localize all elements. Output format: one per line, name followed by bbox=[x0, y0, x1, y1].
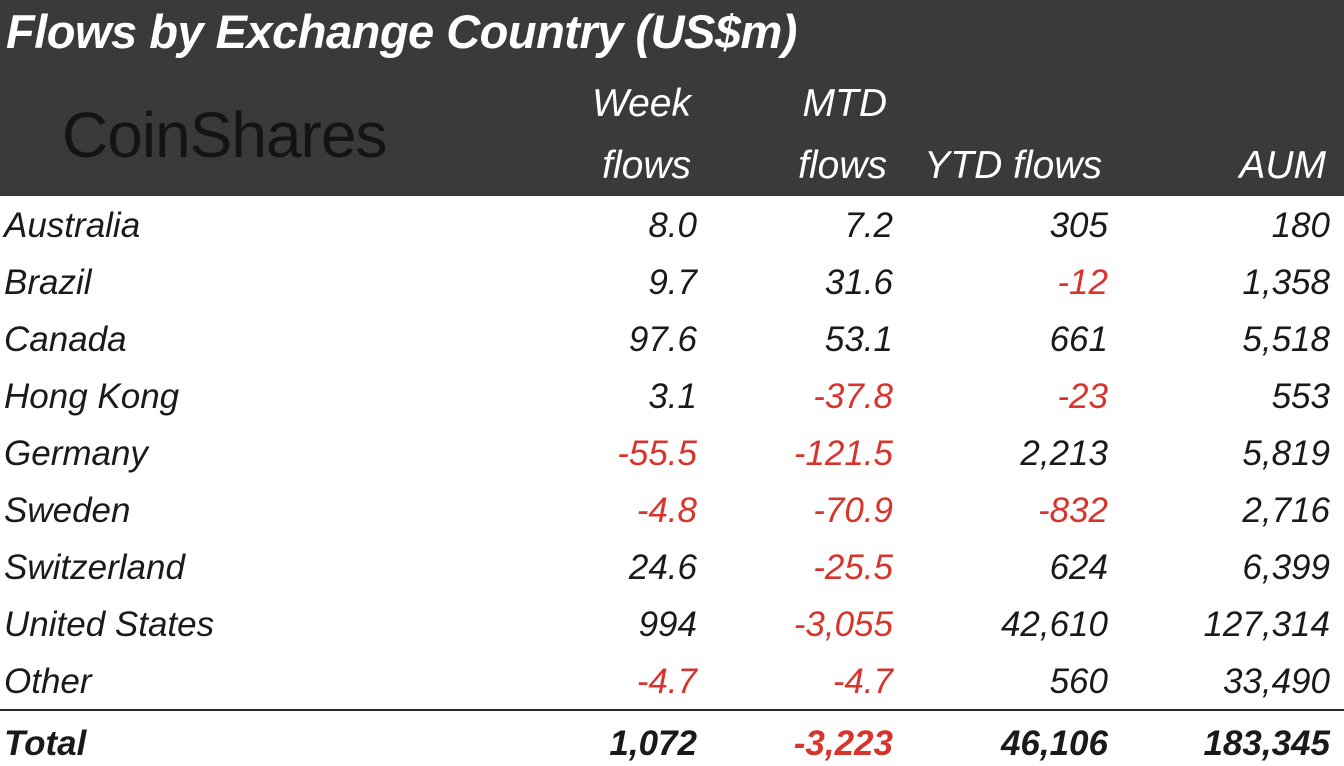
cell-week: -4.8 bbox=[636, 491, 697, 530]
country-label: Other bbox=[4, 662, 92, 701]
cell-ytd: 661 bbox=[1049, 320, 1108, 359]
column-header-week-line2: flows bbox=[602, 144, 691, 187]
total-label: Total bbox=[4, 724, 87, 763]
table-header: Flows by Exchange Country (US$m) CoinSha… bbox=[0, 0, 1344, 196]
cell-aum: 183,345 bbox=[1203, 724, 1330, 763]
cell-ytd: 46,106 bbox=[1000, 724, 1108, 763]
cell-week: 97.6 bbox=[628, 320, 697, 359]
country-label: Germany bbox=[4, 434, 148, 473]
country-label: Canada bbox=[4, 320, 127, 359]
country-label: United States bbox=[4, 605, 215, 644]
cell-ytd: -832 bbox=[1037, 491, 1108, 530]
cell-ytd: -12 bbox=[1057, 263, 1108, 302]
cell-week: 3.1 bbox=[648, 377, 697, 416]
cell-mtd: -25.5 bbox=[813, 548, 893, 587]
cell-aum: 5,518 bbox=[1242, 320, 1330, 359]
column-header-ytd-line2: YTD flows bbox=[924, 144, 1102, 187]
country-label: Hong Kong bbox=[4, 377, 180, 416]
cell-week: 1,072 bbox=[609, 724, 697, 763]
cell-aum: 6,399 bbox=[1242, 548, 1330, 587]
cell-mtd: -4.7 bbox=[832, 662, 893, 701]
cell-mtd: 53.1 bbox=[824, 320, 893, 359]
cell-week: -4.7 bbox=[636, 662, 697, 701]
country-label: Switzerland bbox=[4, 548, 185, 587]
column-header-mtd-line1: MTD bbox=[802, 82, 887, 125]
cell-ytd: 42,610 bbox=[1000, 605, 1108, 644]
cell-aum: 553 bbox=[1271, 377, 1330, 416]
cell-mtd: -70.9 bbox=[813, 491, 893, 530]
cell-ytd: 624 bbox=[1049, 548, 1108, 587]
cell-mtd: 31.6 bbox=[824, 263, 893, 302]
total-divider bbox=[0, 709, 1344, 711]
country-label: Australia bbox=[4, 206, 141, 245]
cell-week: -55.5 bbox=[617, 434, 697, 473]
cell-week: 8.0 bbox=[648, 206, 697, 245]
country-label: Brazil bbox=[4, 263, 92, 302]
cell-week: 24.6 bbox=[628, 548, 697, 587]
cell-aum: 2,716 bbox=[1242, 491, 1330, 530]
cell-aum: 1,358 bbox=[1242, 263, 1330, 302]
cell-mtd: -3,055 bbox=[793, 605, 893, 644]
chart-title: Flows by Exchange Country (US$m) bbox=[6, 5, 797, 58]
cell-mtd: -3,223 bbox=[793, 724, 893, 763]
cell-aum: 180 bbox=[1271, 206, 1330, 245]
cell-week: 9.7 bbox=[648, 263, 697, 302]
cell-mtd: -37.8 bbox=[813, 377, 893, 416]
cell-week: 994 bbox=[638, 605, 697, 644]
cell-ytd: 560 bbox=[1049, 662, 1108, 701]
cell-aum: 33,490 bbox=[1222, 662, 1330, 701]
cell-ytd: 305 bbox=[1049, 206, 1108, 245]
cell-ytd: 2,213 bbox=[1020, 434, 1108, 473]
cell-mtd: 7.2 bbox=[844, 206, 893, 245]
column-header-mtd-line2: flows bbox=[798, 144, 887, 187]
cell-ytd: -23 bbox=[1057, 377, 1108, 416]
country-label: Sweden bbox=[4, 491, 131, 530]
cell-mtd: -121.5 bbox=[793, 434, 893, 473]
coinshares-logo: CoinShares bbox=[62, 99, 387, 171]
column-header-week-line1: Week bbox=[592, 82, 691, 125]
column-header-aum-line2: AUM bbox=[1239, 144, 1326, 187]
cell-aum: 5,819 bbox=[1242, 434, 1330, 473]
cell-aum: 127,314 bbox=[1203, 605, 1330, 644]
